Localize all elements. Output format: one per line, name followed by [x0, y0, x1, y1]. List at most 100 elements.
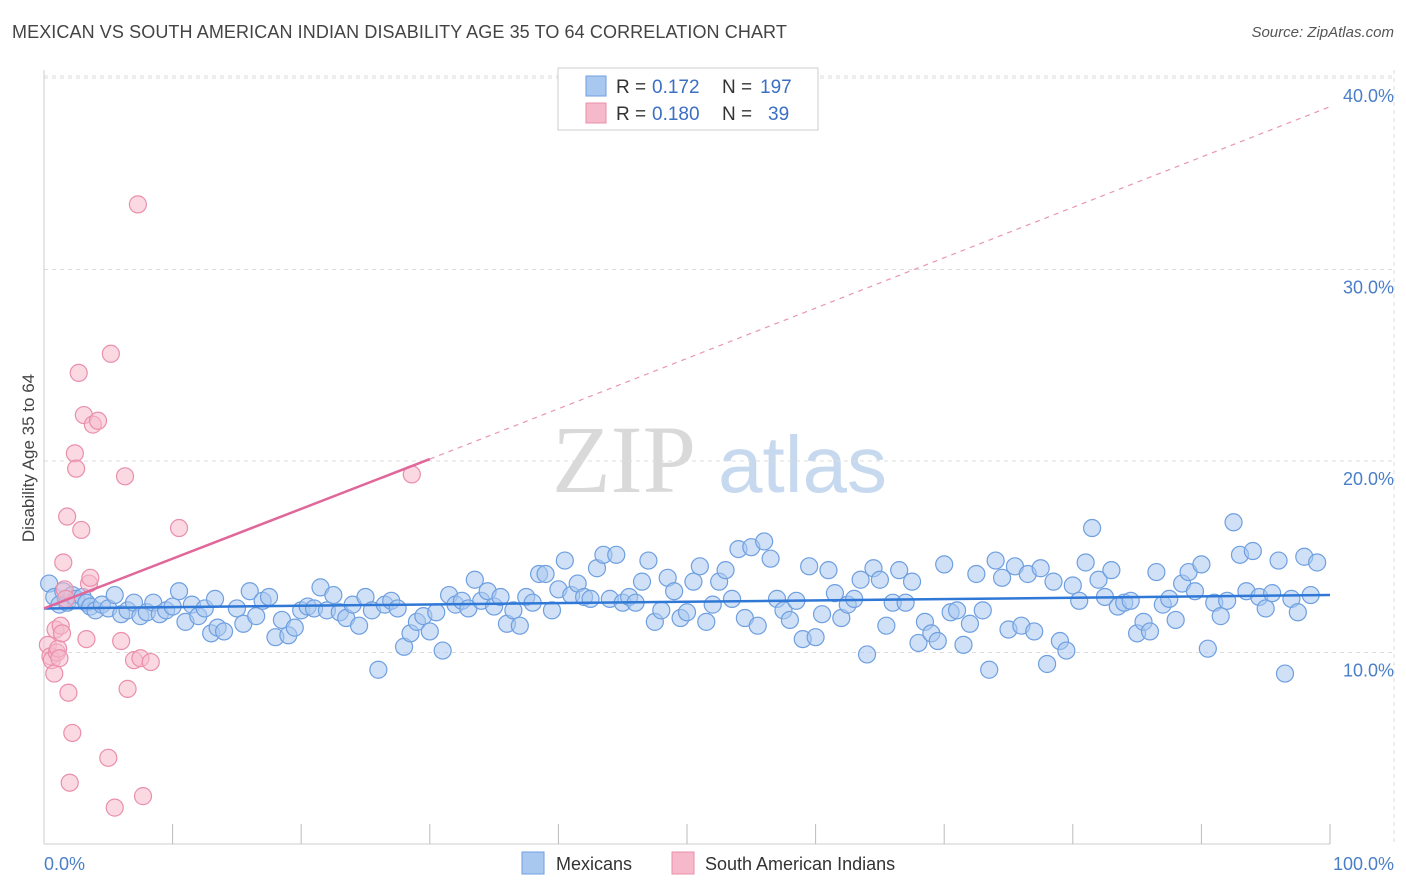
y-tick-label: 20.0% — [1343, 469, 1394, 489]
south-american-indians-point — [88, 411, 108, 430]
x-axis-ticks — [172, 824, 1331, 844]
legend-n-value-1: 197 — [760, 77, 792, 98]
mexicans-point — [214, 622, 234, 641]
mexicans-point — [877, 616, 896, 635]
legend-swatch-south-american-indians — [585, 102, 607, 124]
mexicans-point — [433, 641, 452, 660]
mexicans-point — [536, 564, 555, 584]
mexicans-point — [1076, 553, 1095, 572]
mexicans-point — [677, 603, 697, 622]
y-tick-label: 30.0% — [1343, 278, 1394, 298]
bottom-legend-label-mexicans: Mexicans — [556, 854, 632, 874]
mexicans-point — [800, 557, 819, 576]
mexicans-point — [851, 570, 870, 589]
south-american-indians-point — [101, 344, 120, 363]
south-american-indians-point — [63, 723, 82, 743]
mexicans-point — [1198, 639, 1217, 658]
bottom-legend-swatch-south-american-indians — [671, 851, 695, 875]
south-american-indians-point — [128, 195, 147, 214]
mexicans-point — [247, 607, 266, 626]
mexicans-point — [902, 572, 922, 591]
mexicans-point — [1224, 513, 1243, 532]
mexicans-point — [986, 551, 1005, 570]
mexicans-point — [259, 587, 279, 607]
mexicans-point — [1140, 622, 1160, 641]
mexicans-point — [1275, 664, 1295, 683]
y-tick-labels: 10.0% 20.0% 30.0% 40.0% — [1343, 86, 1394, 681]
legend-n-label-2: N = — [722, 104, 752, 125]
mexicans-point — [909, 633, 928, 653]
mexicans-point — [324, 585, 343, 605]
south-american-indians-point — [69, 363, 88, 383]
mexicans-point — [755, 532, 774, 551]
mexicans-point — [652, 601, 671, 620]
mexicans-point — [690, 557, 709, 576]
mexicans-point — [761, 549, 780, 568]
trend-extension-south-american-indians — [429, 106, 1331, 460]
legend-swatch-mexicans — [585, 75, 607, 97]
mexicans-point — [607, 545, 626, 564]
mexicans-point — [205, 589, 225, 608]
mexicans-point — [973, 601, 992, 620]
south-american-indians-point — [81, 568, 100, 587]
south-american-indians-point — [105, 798, 124, 817]
mexicans-point — [285, 618, 304, 637]
y-tick-label: 10.0% — [1343, 661, 1394, 681]
mexicans-point — [632, 572, 652, 591]
mexicans-point — [819, 561, 838, 580]
south-american-indians-point — [72, 520, 91, 540]
mexicans-point — [555, 551, 574, 570]
mexicans-point — [748, 616, 767, 635]
legend-r-value-1: 0.172 — [652, 77, 700, 98]
south-american-indians-point — [45, 664, 64, 683]
mexicans-point — [857, 645, 877, 664]
south-american-indians-point — [169, 518, 189, 538]
mexicans-point — [684, 572, 703, 591]
trend-line-south-american-indians — [43, 457, 431, 610]
south-american-indians-point — [54, 553, 73, 572]
mexicans-point — [1211, 607, 1230, 626]
bottom-legend-label-south-american-indians: South American Indians — [705, 854, 895, 874]
mexicans-point — [960, 614, 980, 633]
mexicans-point — [703, 595, 722, 614]
watermark-atlas: atlas — [718, 420, 887, 509]
mexicans-point — [947, 601, 967, 620]
chart-title: MEXICAN VS SOUTH AMERICAN INDIAN DISABIL… — [12, 22, 787, 42]
mexicans-point — [896, 593, 915, 612]
mexicans-point — [1147, 562, 1166, 582]
mexicans-point — [1160, 589, 1179, 608]
south-american-indians-point — [112, 631, 131, 651]
south-american-indians-point — [67, 459, 86, 478]
mexicans-point — [1269, 551, 1288, 570]
mexicans-point — [716, 561, 735, 580]
legend-r-value-2: 0.180 — [652, 104, 700, 125]
mexicans-point — [639, 551, 658, 570]
mexicans-point — [1044, 572, 1063, 591]
x-tick-label-min: 0.0% — [44, 854, 85, 874]
bottom-legend-swatch-mexicans — [521, 851, 545, 875]
mexicans-point — [825, 584, 844, 603]
mexicans-point — [1192, 555, 1211, 574]
mexicans-point — [1082, 518, 1102, 538]
mexicans-point — [1288, 603, 1307, 622]
mexicans-point — [581, 589, 600, 608]
x-tick-label-max: 100.0% — [1333, 854, 1394, 874]
watermark-zip: ZIP — [552, 406, 696, 513]
mexicans-point — [388, 599, 407, 618]
mexicans-point — [1037, 654, 1057, 674]
south-american-indians-point — [52, 624, 72, 643]
mexicans-point — [806, 628, 825, 647]
mexicans-point — [1263, 584, 1282, 603]
mexicans-point — [1089, 570, 1108, 589]
mexicans-point — [967, 564, 986, 584]
mexicans-point — [1070, 591, 1089, 610]
mexicans-point — [992, 568, 1012, 587]
south-american-indians-point — [77, 629, 96, 649]
mexicans-point — [780, 610, 799, 630]
mexicans-point — [1102, 561, 1121, 580]
south-american-indians-point — [65, 444, 84, 463]
mexicans-point — [812, 605, 832, 624]
mexicans-point — [1025, 622, 1044, 641]
y-tick-label: 40.0% — [1343, 86, 1394, 106]
legend-r-label-2: R = — [616, 104, 646, 125]
